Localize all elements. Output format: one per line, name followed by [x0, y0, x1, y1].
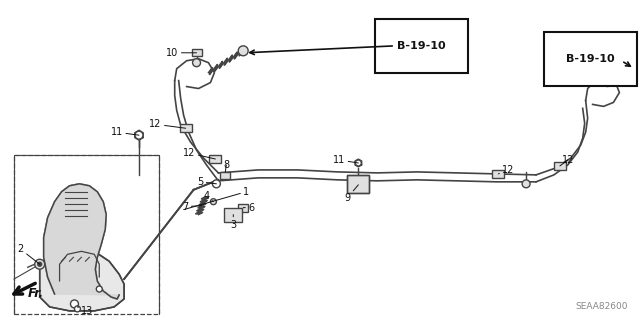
Circle shape: [135, 131, 143, 139]
Bar: [225, 208, 242, 221]
Circle shape: [238, 46, 248, 56]
Bar: [209, 155, 221, 163]
Circle shape: [70, 300, 79, 308]
Circle shape: [193, 59, 200, 67]
Text: B-19-10: B-19-10: [397, 41, 445, 51]
Circle shape: [96, 286, 102, 292]
Circle shape: [604, 78, 611, 86]
Circle shape: [629, 65, 637, 73]
Text: 12: 12: [499, 165, 515, 175]
Polygon shape: [40, 247, 124, 311]
Text: 3: 3: [230, 215, 236, 229]
Text: 11: 11: [111, 127, 139, 137]
Circle shape: [211, 199, 216, 205]
Bar: [348, 175, 369, 193]
Text: 13: 13: [77, 306, 93, 316]
Text: 7: 7: [182, 202, 202, 211]
Text: 12: 12: [149, 119, 186, 129]
Bar: [554, 162, 566, 170]
Bar: [492, 170, 504, 178]
Text: 8: 8: [223, 160, 229, 172]
Circle shape: [35, 259, 45, 269]
Bar: [14, 155, 159, 314]
Circle shape: [38, 262, 42, 266]
Circle shape: [355, 160, 362, 166]
Circle shape: [522, 180, 530, 188]
Bar: [238, 204, 248, 211]
Bar: [191, 49, 202, 56]
Text: Fr.: Fr.: [28, 287, 44, 300]
Circle shape: [212, 180, 220, 188]
Circle shape: [74, 306, 81, 312]
Bar: [348, 175, 369, 193]
Text: B-19-10: B-19-10: [566, 54, 614, 64]
Text: 4: 4: [204, 191, 213, 202]
Bar: [220, 172, 230, 179]
Text: 1: 1: [184, 187, 249, 210]
Text: 11: 11: [333, 155, 358, 165]
Text: SEAA82600: SEAA82600: [576, 302, 628, 311]
Text: 5: 5: [197, 177, 216, 187]
Text: 9: 9: [344, 185, 358, 203]
Text: 10: 10: [581, 71, 607, 82]
Text: 12: 12: [183, 148, 216, 159]
Polygon shape: [44, 184, 119, 299]
Text: 2: 2: [17, 244, 40, 264]
Text: 12: 12: [560, 155, 574, 166]
Bar: [602, 75, 612, 82]
Text: 10: 10: [166, 48, 196, 58]
Text: 6: 6: [243, 203, 254, 213]
Bar: [180, 124, 191, 132]
